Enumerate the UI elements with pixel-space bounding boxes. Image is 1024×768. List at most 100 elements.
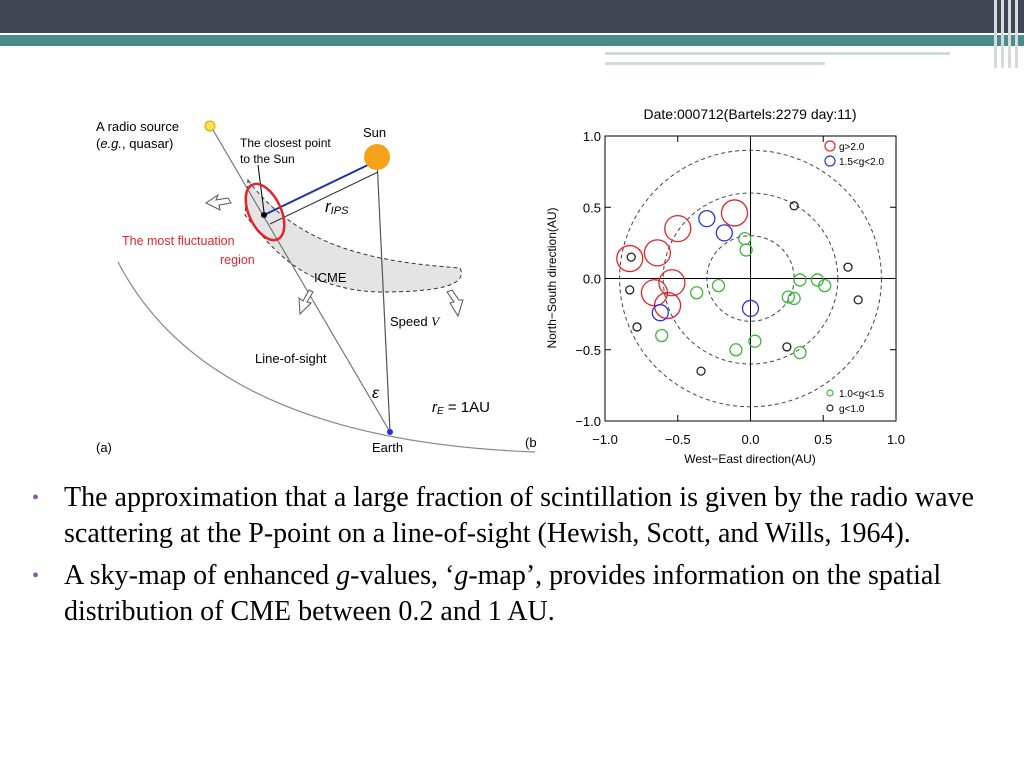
x-tick-label: 0.0	[741, 432, 759, 447]
label: Sun	[363, 125, 386, 140]
data-point	[653, 291, 682, 320]
label: Earth	[372, 440, 403, 455]
data-point	[739, 243, 753, 257]
data-point	[843, 262, 853, 272]
r-ips-guide	[269, 171, 379, 225]
label: r	[325, 197, 332, 216]
data-point	[781, 290, 795, 304]
label: IPS	[331, 205, 349, 217]
label: e.g.	[100, 136, 122, 151]
label: ε	[372, 385, 380, 402]
legend-label: g<1.0	[839, 404, 865, 415]
label: = 1AU	[444, 399, 490, 416]
header-stripe	[0, 35, 1024, 46]
label: The closest point	[240, 136, 331, 150]
chart-background	[537, 100, 915, 472]
data-point	[698, 209, 716, 228]
arrows	[205, 193, 464, 318]
label: region	[220, 253, 255, 267]
scatter-chart: Date:000712(Bartels:2279 day:11) West−Ea…	[537, 100, 915, 472]
earth	[387, 429, 393, 435]
y-tick-label: 1.0	[583, 129, 601, 144]
diagram: A radio source (e.g., quasar) The closes…	[96, 119, 541, 455]
x-tick-label: 0.5	[814, 432, 832, 447]
label: rIPS	[325, 197, 349, 217]
data-point	[818, 278, 832, 293]
data-point	[651, 304, 669, 322]
x-axis-label: West−East direction(AU)	[684, 452, 816, 466]
label: Speed	[390, 314, 431, 329]
label: (	[96, 136, 101, 151]
data-point	[793, 273, 807, 287]
data-point	[715, 224, 733, 242]
header-line	[605, 62, 825, 65]
label: r	[432, 399, 438, 416]
data-point	[625, 285, 635, 295]
legend-label: g>2.0	[839, 142, 865, 153]
label: , quasar)	[122, 136, 173, 151]
bullet: A sky-map of enhanced g-values, ‘g-map’,…	[30, 558, 1000, 630]
r-ips-line	[263, 162, 373, 216]
data-point	[616, 244, 644, 273]
data-point	[658, 269, 686, 297]
data-point	[789, 201, 799, 211]
data-point	[720, 199, 749, 227]
data-point	[741, 299, 760, 318]
x-tick-label: −1.0	[592, 432, 618, 447]
data-point	[643, 239, 672, 267]
data-point	[690, 286, 704, 300]
label: A radio source	[96, 119, 179, 134]
bullet-text: A sky-map of enhanced	[64, 560, 337, 591]
label: V	[431, 314, 441, 329]
data-point	[711, 278, 726, 293]
header-line	[605, 52, 950, 55]
y-axis-label: North−South direction(AU)	[545, 207, 559, 348]
legend-label: 1.0<g<1.5	[839, 389, 884, 400]
header-ticks	[994, 0, 1018, 68]
legend-label: 1.5<g<2.0	[839, 157, 884, 168]
bullet: The approximation that a large fraction …	[30, 480, 1000, 552]
pointer	[257, 164, 265, 213]
x-tick-label: 1.0	[887, 432, 905, 447]
y-tick-label: 0.5	[583, 200, 601, 215]
icme-cloud	[244, 178, 462, 293]
bullet-list: The approximation that a large fraction …	[30, 480, 1000, 636]
x-tick-label: −0.5	[665, 432, 691, 447]
label: rE = 1AU	[432, 399, 490, 417]
data-point	[748, 334, 762, 348]
data-point	[655, 328, 669, 343]
p-point	[261, 212, 267, 218]
data-point	[729, 343, 743, 357]
y-tick-label: −1.0	[575, 414, 601, 429]
label: E	[437, 406, 444, 417]
legend-marker	[826, 389, 834, 397]
y-tick-label: −0.5	[575, 343, 601, 358]
y-tick-label: 0.0	[583, 272, 601, 287]
label: Line-of-sight	[255, 351, 327, 366]
chart-title: Date:000712(Bartels:2279 day:11)	[644, 106, 857, 122]
sun	[364, 144, 390, 170]
label: The most fluctuation	[122, 234, 235, 248]
data-point	[664, 214, 692, 243]
data-point	[696, 366, 706, 376]
data-point	[793, 345, 807, 360]
bullet-text: g	[454, 560, 469, 591]
label: Speed V	[390, 314, 441, 329]
bullet-text: g	[336, 560, 351, 591]
sun-earth-line	[376, 159, 391, 433]
data-point	[626, 252, 636, 262]
label: to the Sun	[240, 152, 295, 166]
label: (b)	[525, 435, 541, 450]
label: ICME	[314, 270, 347, 285]
earth-orbit	[117, 261, 536, 453]
label: (a)	[96, 440, 112, 455]
data-point	[787, 291, 801, 306]
fluctuation-ellipse	[244, 182, 286, 242]
header-bar	[0, 0, 1024, 33]
data-point	[632, 322, 642, 332]
bullet-text: -values, ‘	[350, 560, 455, 591]
data-point	[782, 342, 792, 352]
legend-marker	[826, 404, 834, 412]
